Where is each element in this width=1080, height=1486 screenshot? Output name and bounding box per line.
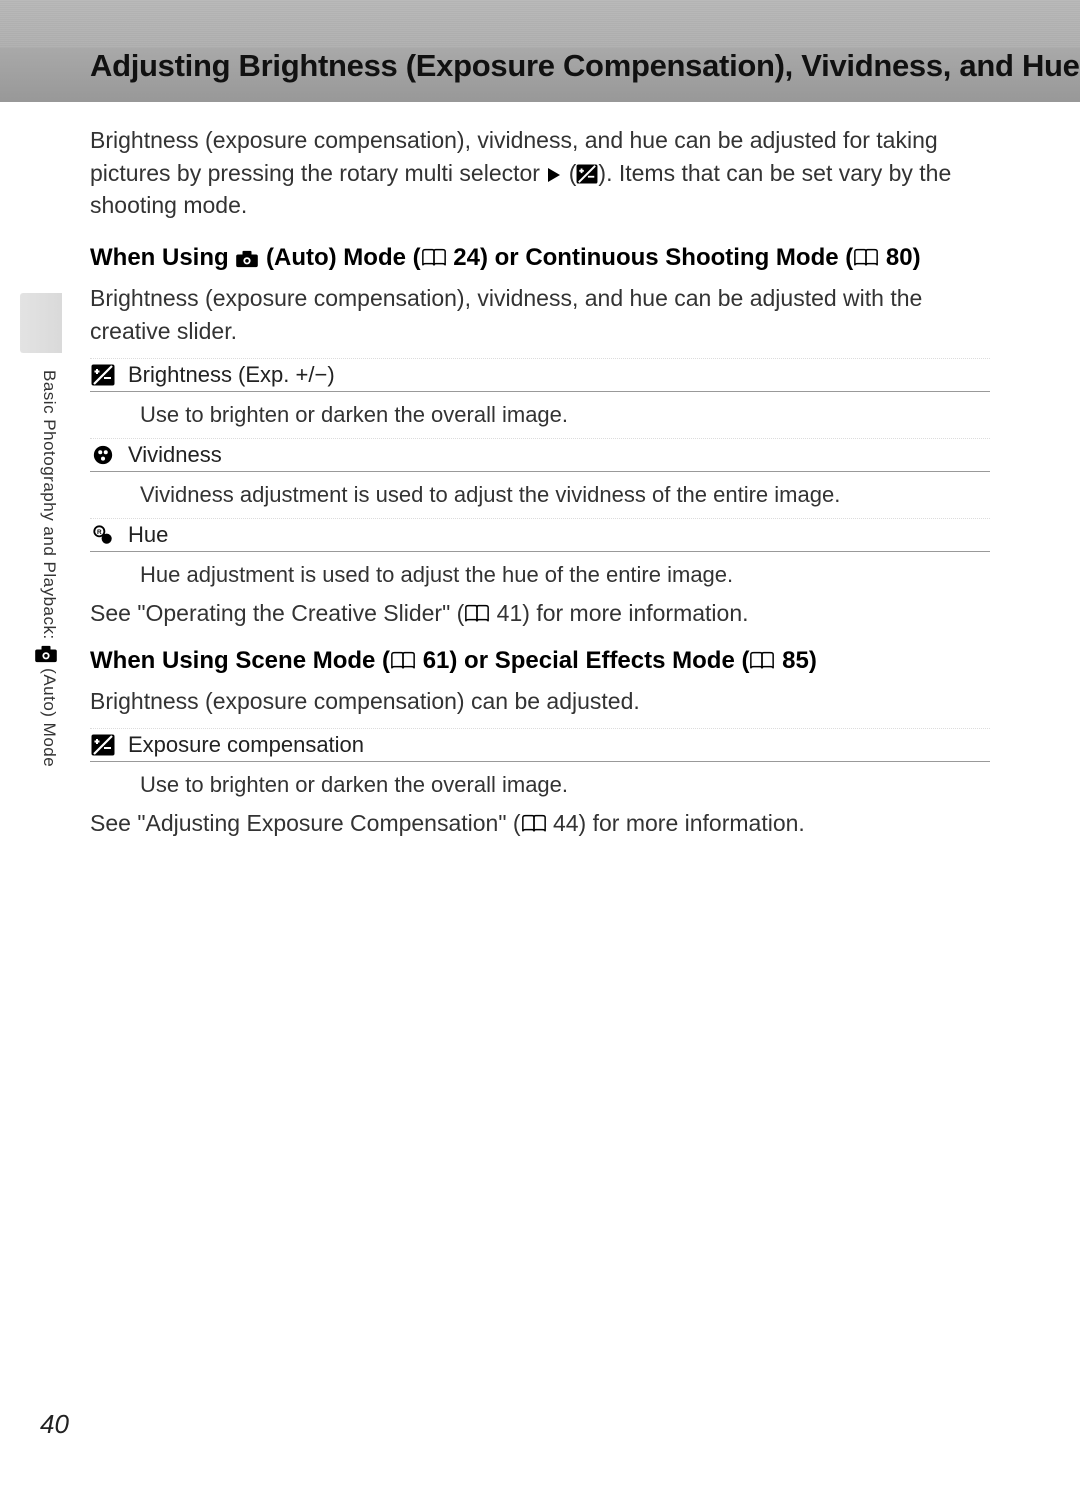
setting-label: Exposure compensation	[128, 732, 364, 758]
exposure-comp-icon	[90, 734, 116, 756]
s1h-b: (Auto) Mode (	[259, 244, 420, 271]
s1see-b: 41) for more information.	[490, 600, 748, 626]
sidebar-text-b: (Auto) Mode	[40, 663, 59, 767]
page-content: Brightness (exposure compensation), vivi…	[0, 102, 1080, 837]
page-header: Adjusting Brightness (Exposure Compensat…	[0, 0, 1080, 102]
page-ref-icon	[749, 651, 775, 671]
page-number: 40	[40, 1409, 69, 1440]
page-ref-icon	[390, 651, 416, 671]
setting-head: Brightness (Exp. +/−)	[90, 358, 990, 392]
setting-desc: Vividness adjustment is used to adjust t…	[90, 472, 990, 512]
setting-row-exposure-comp: Exposure compensation Use to brighten or…	[90, 728, 990, 802]
s2h-c: 85)	[775, 647, 816, 674]
sidebar-text-a: Basic Photography and Playback:	[40, 370, 59, 645]
setting-head: Vividness	[90, 438, 990, 472]
right-triangle-icon	[546, 166, 562, 184]
vividness-icon	[90, 444, 116, 466]
exposure-comp-icon	[90, 364, 116, 386]
setting-label: Hue	[128, 522, 168, 548]
camera-icon	[34, 645, 58, 663]
setting-head: Exposure compensation	[90, 728, 990, 762]
sidebar-chapter-label: Basic Photography and Playback: (Auto) M…	[34, 370, 59, 767]
section1-heading: When Using (Auto) Mode ( 24) or Continuo…	[90, 242, 990, 274]
s1see-a: See "Operating the Creative Slider" (	[90, 600, 464, 626]
setting-head: Hue	[90, 518, 990, 552]
page-ref-icon	[521, 814, 547, 834]
s1h-d: 80)	[879, 244, 920, 271]
setting-desc: Hue adjustment is used to adjust the hue…	[90, 552, 990, 592]
section2-body: Brightness (exposure compensation) can b…	[90, 685, 990, 718]
section-tab	[20, 293, 62, 353]
setting-desc: Use to brighten or darken the overall im…	[90, 392, 990, 432]
page-ref-icon	[421, 248, 447, 268]
intro-paragraph: Brightness (exposure compensation), vivi…	[90, 124, 990, 222]
page-ref-icon	[464, 604, 490, 624]
setting-row-vividness: Vividness Vividness adjustment is used t…	[90, 438, 990, 512]
s2see-b: 44) for more information.	[547, 810, 805, 836]
s1h-c: 24) or Continuous Shooting Mode (	[447, 244, 854, 271]
section2-heading: When Using Scene Mode ( 61) or Special E…	[90, 645, 990, 677]
setting-row-hue: Hue Hue adjustment is used to adjust the…	[90, 518, 990, 592]
exposure-comp-icon	[576, 164, 598, 184]
setting-label: Brightness (Exp. +/−)	[128, 362, 335, 388]
page-title: Adjusting Brightness (Exposure Compensat…	[90, 48, 1080, 84]
setting-row-brightness: Brightness (Exp. +/−) Use to brighten or…	[90, 358, 990, 432]
manual-page: Basic Photography and Playback: (Auto) M…	[0, 0, 1080, 1486]
section2-see-also: See "Adjusting Exposure Compensation" ( …	[90, 810, 990, 837]
s2h-a: When Using Scene Mode (	[90, 647, 390, 674]
s1h-a: When Using	[90, 244, 235, 271]
s2see-a: See "Adjusting Exposure Compensation" (	[90, 810, 521, 836]
section1-body: Brightness (exposure compensation), vivi…	[90, 282, 990, 347]
page-ref-icon	[853, 248, 879, 268]
camera-icon	[235, 250, 259, 268]
section1-see-also: See "Operating the Creative Slider" ( 41…	[90, 600, 990, 627]
hue-icon	[90, 524, 116, 546]
s2h-b: 61) or Special Effects Mode (	[416, 647, 749, 674]
setting-label: Vividness	[128, 442, 222, 468]
setting-desc: Use to brighten or darken the overall im…	[90, 762, 990, 802]
